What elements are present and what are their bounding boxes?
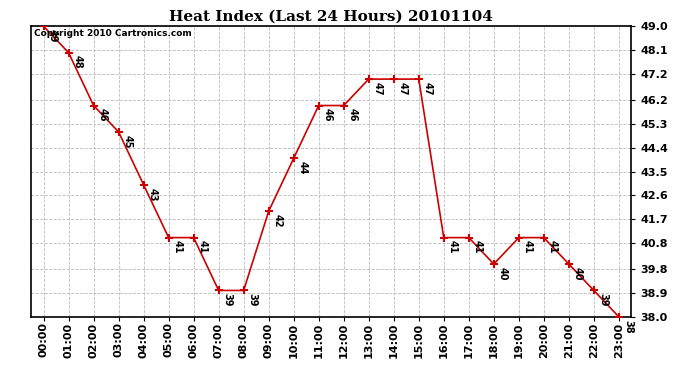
Text: 39: 39 xyxy=(248,293,258,307)
Text: 39: 39 xyxy=(598,293,608,307)
Text: 46: 46 xyxy=(348,108,358,122)
Text: 41: 41 xyxy=(548,240,558,254)
Text: 41: 41 xyxy=(523,240,533,254)
Text: 39: 39 xyxy=(223,293,233,307)
Text: 40: 40 xyxy=(498,267,508,280)
Text: 49: 49 xyxy=(48,29,58,42)
Text: 43: 43 xyxy=(148,188,158,201)
Text: 46: 46 xyxy=(98,108,108,122)
Text: 41: 41 xyxy=(448,240,458,254)
Title: Heat Index (Last 24 Hours) 20101104: Heat Index (Last 24 Hours) 20101104 xyxy=(169,10,493,24)
Text: 45: 45 xyxy=(123,135,132,148)
Text: 42: 42 xyxy=(273,214,283,228)
Text: 41: 41 xyxy=(172,240,183,254)
Text: 47: 47 xyxy=(373,82,383,95)
Text: 44: 44 xyxy=(298,161,308,175)
Text: 46: 46 xyxy=(323,108,333,122)
Text: 47: 47 xyxy=(398,82,408,95)
Text: 47: 47 xyxy=(423,82,433,95)
Text: Copyright 2010 Cartronics.com: Copyright 2010 Cartronics.com xyxy=(34,29,192,38)
Text: 38: 38 xyxy=(623,320,633,333)
Text: 48: 48 xyxy=(72,56,83,69)
Text: 41: 41 xyxy=(198,240,208,254)
Text: 41: 41 xyxy=(473,240,483,254)
Text: 40: 40 xyxy=(573,267,583,280)
